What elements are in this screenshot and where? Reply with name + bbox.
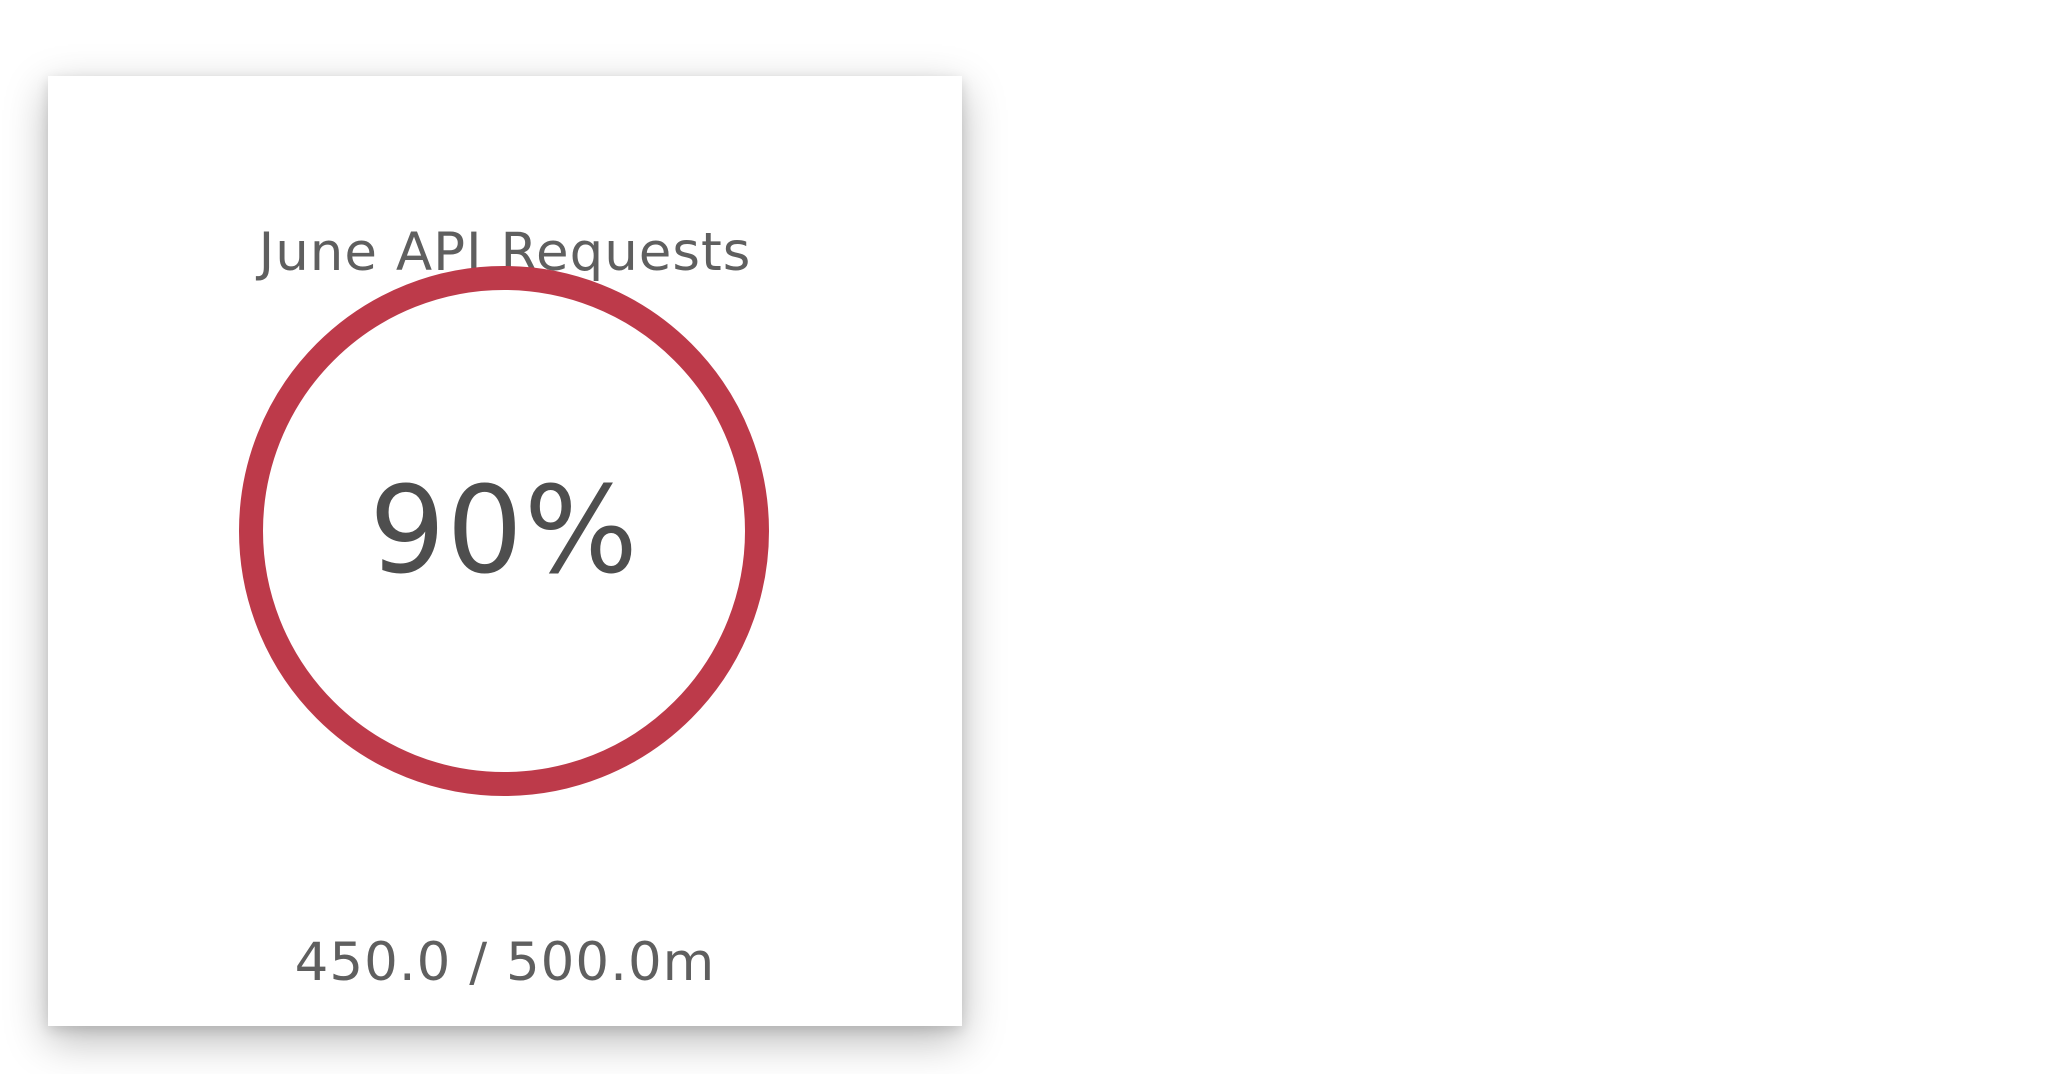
- api-requests-card: June API Requests 90% 450.0 / 500.0m: [48, 76, 962, 1026]
- gauge-percent: 90%: [369, 461, 639, 601]
- gauge-ring: [239, 266, 769, 796]
- usage-gauge: 90%: [239, 266, 769, 796]
- usage-label: 450.0 / 500.0m: [294, 932, 716, 993]
- gauge-ring-svg: [239, 266, 769, 796]
